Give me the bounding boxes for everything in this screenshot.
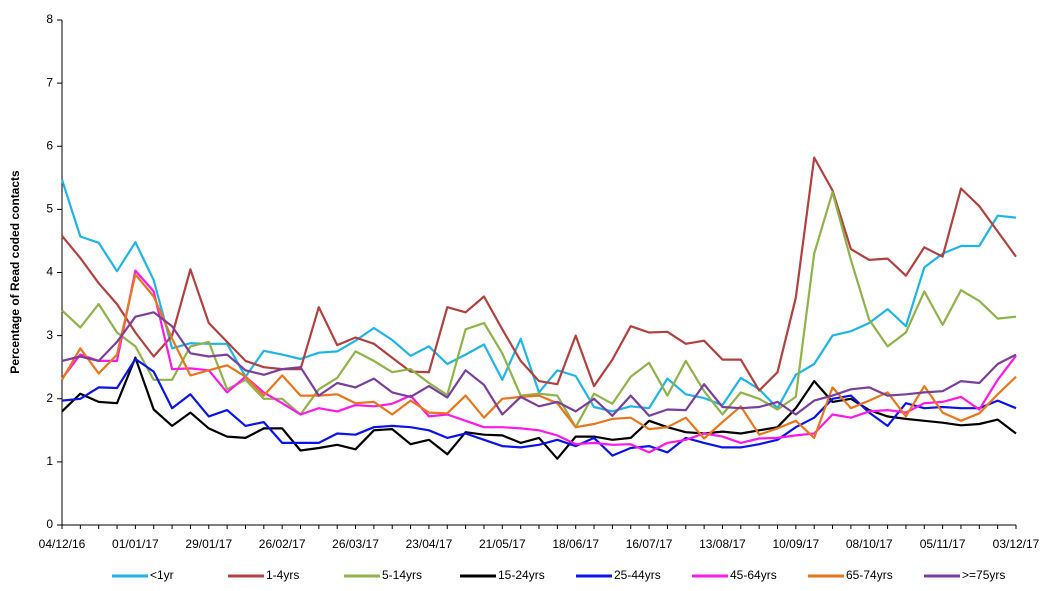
y-tick-label: 1 — [46, 454, 53, 468]
y-tick-label: 5 — [46, 202, 53, 216]
series-line — [61, 273, 1017, 440]
x-tick-label: 08/10/17 — [846, 537, 893, 551]
x-tick-label: 05/11/17 — [920, 537, 966, 551]
legend-label: 5-14yrs — [382, 568, 422, 582]
legend-label: 25-44yrs — [614, 568, 661, 582]
y-tick-label: 4 — [46, 265, 53, 279]
y-axis-label: Percentage of Read coded contacts — [8, 170, 22, 374]
y-tick-label: 6 — [46, 138, 53, 152]
x-tick-label: 26/02/17 — [259, 537, 306, 551]
legend-label: 1-4yrs — [266, 568, 299, 582]
series-line — [61, 269, 1017, 454]
series-line — [61, 357, 1017, 457]
series-line — [60, 179, 1017, 413]
x-tick-label: 03/12/17 — [993, 537, 1040, 551]
x-tick-label: 23/04/17 — [406, 537, 453, 551]
x-tick-label: 13/08/17 — [699, 537, 746, 551]
legend-label: 65-74yrs — [846, 568, 893, 582]
y-tick-label: 2 — [46, 391, 53, 405]
series-line — [61, 356, 1017, 460]
x-tick-label: 01/01/17 — [112, 537, 159, 551]
x-tick-label: 16/07/17 — [626, 537, 673, 551]
x-tick-label: 04/12/16 — [39, 537, 86, 551]
y-tick-label: 0 — [46, 517, 53, 531]
x-tick-label: 29/01/17 — [185, 537, 232, 551]
legend-label: >=75yrs — [962, 568, 1005, 582]
x-tick-label: 18/06/17 — [552, 537, 599, 551]
y-tick-label: 3 — [46, 328, 53, 342]
x-tick-label: 10/09/17 — [772, 537, 819, 551]
series-line — [61, 156, 1017, 392]
y-tick-label: 8 — [46, 12, 53, 26]
y-tick-label: 7 — [46, 75, 53, 89]
series-line — [61, 191, 1017, 429]
x-tick-label: 26/03/17 — [332, 537, 379, 551]
series-line — [61, 311, 1017, 417]
legend-label: 15-24yrs — [498, 568, 545, 582]
legend-label: 45-64yrs — [730, 568, 777, 582]
legend-label: <1yr — [150, 568, 174, 582]
x-tick-label: 21/05/17 — [479, 537, 526, 551]
